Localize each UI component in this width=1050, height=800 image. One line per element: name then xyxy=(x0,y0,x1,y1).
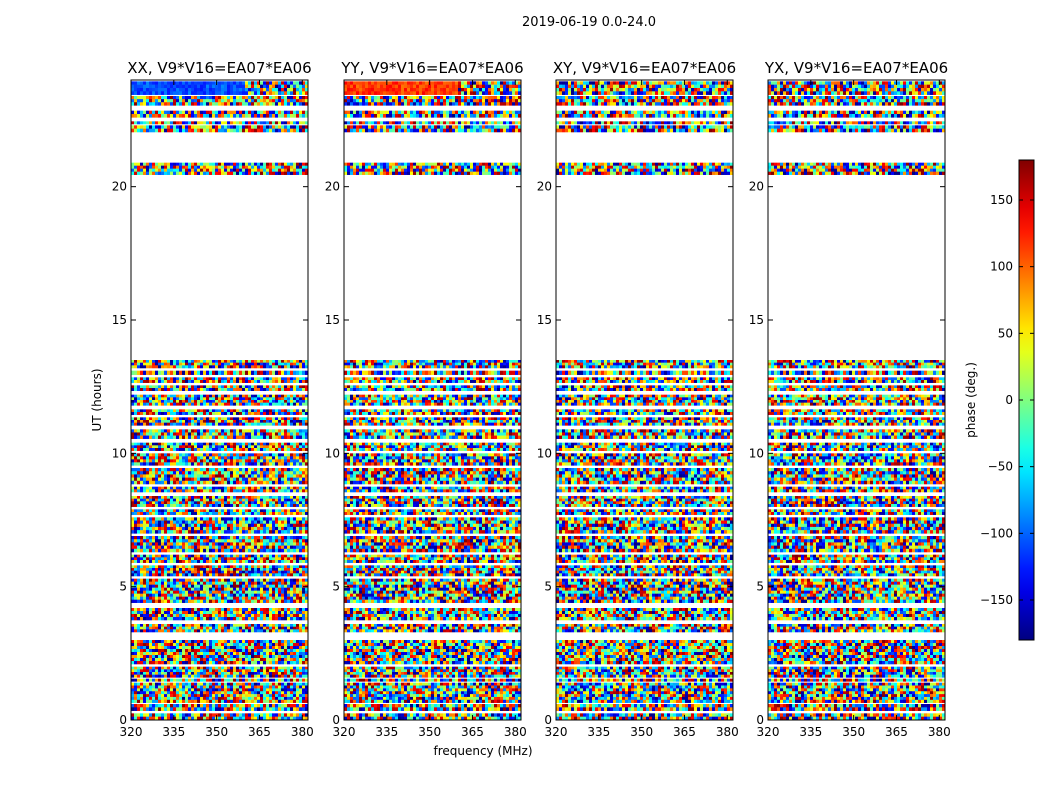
colorbar-tick-label: −50 xyxy=(988,460,1013,474)
y-tick-label: 0 xyxy=(756,713,764,727)
y-axis-label: UT (hours) xyxy=(90,368,104,431)
x-tick-label: 320 xyxy=(545,725,568,739)
x-tick-label: 320 xyxy=(757,725,780,739)
y-tick-label: 0 xyxy=(544,713,552,727)
y-tick-label: 15 xyxy=(537,313,552,327)
x-tick-label: 365 xyxy=(248,725,271,739)
y-tick-label: 10 xyxy=(325,446,340,460)
panel-xy-image xyxy=(556,81,733,721)
y-tick-label: 5 xyxy=(332,580,340,594)
x-tick-label: 380 xyxy=(928,725,951,739)
panel-yx-image xyxy=(768,81,945,721)
x-tick-label: 350 xyxy=(842,725,865,739)
y-tick-label: 20 xyxy=(112,180,127,194)
x-tick-label: 350 xyxy=(630,725,653,739)
x-tick-label: 335 xyxy=(799,725,822,739)
panel-xx-frame xyxy=(130,79,309,721)
x-tick-label: 380 xyxy=(291,725,314,739)
x-tick-label: 335 xyxy=(162,725,185,739)
colorbar-label: phase (deg.) xyxy=(964,362,978,438)
panel-yy: 320 335 350 365 380 0 5 10 15 20 YY, V9*V16=EA07*E… xyxy=(325,59,527,739)
x-tick-label: 320 xyxy=(120,725,143,739)
y-tick-label: 15 xyxy=(749,313,764,327)
y-tick-label: 20 xyxy=(537,180,552,194)
x-tick-label: 365 xyxy=(885,725,908,739)
x-tick-label: 335 xyxy=(375,725,398,739)
y-tick-label: 5 xyxy=(544,580,552,594)
panel-yy-title: YY, V9*V16=EA07*EA06 xyxy=(340,59,523,77)
colorbar-ticks: 150 100 50 0 −50 −100 −150 xyxy=(980,193,1034,607)
panel-xx-title: XX, V9*V16=EA07*EA06 xyxy=(127,59,311,77)
y-tick-label: 5 xyxy=(756,580,764,594)
panel-yx: 320 335 350 365 380 0 5 10 15 20 YX, V9*V16=EA07*E… xyxy=(749,59,951,739)
x-tick-label: 320 xyxy=(333,725,356,739)
y-tick-label: 0 xyxy=(332,713,340,727)
colorbar-gradient xyxy=(1019,160,1034,640)
colorbar-tick-label: −100 xyxy=(980,526,1013,540)
panel-yy-image xyxy=(344,81,521,721)
x-tick-label: 365 xyxy=(461,725,484,739)
panel-xy-frame xyxy=(555,79,734,721)
colorbar-tick-label: 50 xyxy=(998,326,1013,340)
x-axis-label: frequency (MHz) xyxy=(433,744,532,758)
x-tick-label: 380 xyxy=(504,725,527,739)
panels-group: 320 335 350 365 380 0 5 10 15 20 XX, V9*V16=EA07*E… xyxy=(112,59,951,739)
panel-xx-image xyxy=(131,81,308,721)
y-tick-label: 10 xyxy=(537,446,552,460)
y-tick-label: 15 xyxy=(112,313,127,327)
x-tick-label: 350 xyxy=(205,725,228,739)
x-tick-label: 350 xyxy=(418,725,441,739)
panel-xy-title: XY, V9*V16=EA07*EA06 xyxy=(553,59,736,77)
colorbar-tick-label: −150 xyxy=(980,593,1013,607)
y-tick-label: 5 xyxy=(119,580,127,594)
x-tick-label: 335 xyxy=(587,725,610,739)
panel-yx-frame xyxy=(767,79,946,721)
colorbar-tick-label: 0 xyxy=(1005,393,1013,407)
y-tick-label: 20 xyxy=(325,180,340,194)
figure-suptitle: 2019-06-19 0.0-24.0 xyxy=(522,15,656,30)
y-tick-label: 10 xyxy=(749,446,764,460)
colorbar: 150 100 50 0 −50 −100 −150 phase (deg.) xyxy=(964,159,1035,641)
y-tick-label: 0 xyxy=(119,713,127,727)
x-tick-label: 365 xyxy=(673,725,696,739)
colorbar-tick-label: 150 xyxy=(990,193,1013,207)
x-tick-label: 380 xyxy=(716,725,739,739)
y-tick-label: 10 xyxy=(112,446,127,460)
panel-yy-frame xyxy=(343,79,522,721)
panel-xy: 320 335 350 365 380 0 5 10 15 20 XY, V9*V16=EA07*E… xyxy=(537,59,739,739)
y-tick-label: 20 xyxy=(749,180,764,194)
panel-xx: 320 335 350 365 380 0 5 10 15 20 XX, V9*V16=EA07*E… xyxy=(112,59,314,739)
colorbar-tick-label: 100 xyxy=(990,260,1013,274)
y-tick-label: 15 xyxy=(325,313,340,327)
panel-yx-title: YX, V9*V16=EA07*EA06 xyxy=(764,59,948,77)
